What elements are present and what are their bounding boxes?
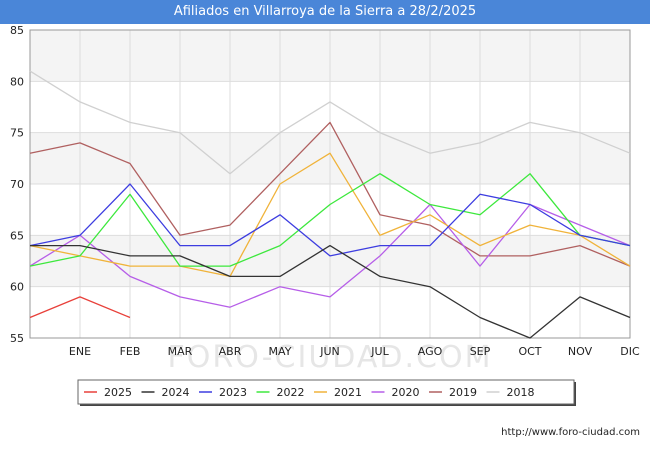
legend-label-2020: 2020 xyxy=(392,386,420,399)
watermark: FORO-CIUDAD.COM xyxy=(168,340,493,375)
legend: 2025 2024 2023 2022 2021 2020 2019 2018 xyxy=(77,379,576,406)
x-tick-label: ENE xyxy=(69,345,91,358)
series-line-2023 xyxy=(29,183,631,257)
legend-label-2024: 2024 xyxy=(162,386,190,399)
series-line-2024 xyxy=(30,244,631,339)
y-tick-label: 85 xyxy=(10,24,24,37)
x-tick-label: DIC xyxy=(620,345,640,358)
y-axis-ticks: 55 60 65 70 75 80 85 xyxy=(10,24,24,345)
x-tick-label: OCT xyxy=(518,345,541,358)
x-axis-ticks: ENE FEB MAR ABR MAY JUN JUL AGO SEP OCT NOV DIC xyxy=(69,345,640,358)
series-line-2021 xyxy=(29,152,631,278)
x-tick-label: NOV xyxy=(568,345,593,358)
x-tick-label: MAR xyxy=(168,345,193,358)
x-tick-label: FEB xyxy=(120,345,141,358)
legend-label-2019: 2019 xyxy=(449,386,477,399)
chart-title: Afiliados en Villarroya de la Sierra a 2… xyxy=(0,0,650,24)
y-tick-label: 65 xyxy=(10,229,24,242)
series-line-2022 xyxy=(29,173,631,267)
legend-label-2025: 2025 xyxy=(104,386,132,399)
x-tick-label: AGO xyxy=(418,345,443,358)
y-tick-label: 80 xyxy=(10,75,24,88)
y-tick-label: 60 xyxy=(10,281,24,294)
x-tick-label: SEP xyxy=(470,345,491,358)
x-tick-label: JUN xyxy=(319,345,340,358)
x-tick-label: MAY xyxy=(269,345,292,358)
x-tick-label: ABR xyxy=(219,345,242,358)
y-tick-label: 75 xyxy=(10,127,24,140)
y-tick-label: 70 xyxy=(10,178,24,191)
series-line-2019 xyxy=(29,121,631,267)
series-line-2018 xyxy=(29,70,631,175)
legend-label-2022: 2022 xyxy=(277,386,305,399)
series-line-2025 xyxy=(29,296,131,319)
x-tick-label: JUL xyxy=(370,345,389,358)
legend-label-2018: 2018 xyxy=(507,386,535,399)
y-tick-label: 55 xyxy=(10,332,24,345)
source-url: http://www.foro-ciudad.com xyxy=(501,427,640,438)
legend-label-2023: 2023 xyxy=(219,386,247,399)
legend-label-2021: 2021 xyxy=(334,386,362,399)
plot-frame xyxy=(29,29,631,339)
series-lines xyxy=(29,70,631,339)
